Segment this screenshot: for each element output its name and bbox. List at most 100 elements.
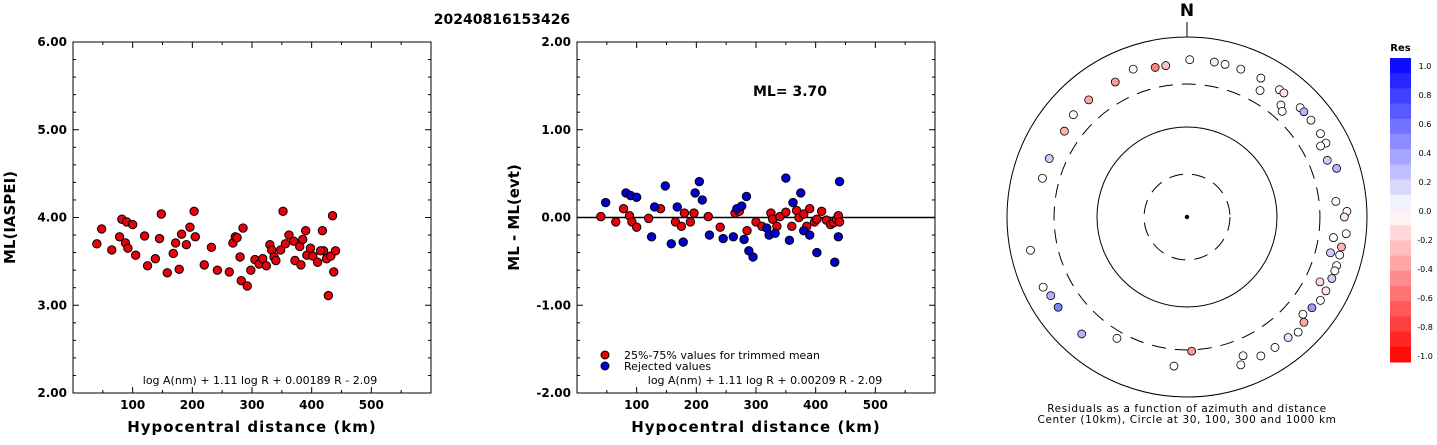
residual-point: [1238, 351, 1248, 361]
data-point: [812, 247, 822, 258]
y-tick-label: 2.00: [37, 386, 67, 400]
data-point: [799, 209, 809, 219]
data-point: [296, 260, 306, 270]
x-tick-label: 400: [803, 398, 828, 412]
data-point: [261, 261, 272, 271]
data-point: [315, 246, 326, 256]
residual-point: [1327, 274, 1337, 283]
residual-point: [1298, 309, 1308, 319]
data-point: [787, 221, 797, 231]
data-point: [127, 219, 138, 230]
colorbar-tick-label: -0.4: [1417, 265, 1433, 274]
data-point: [212, 265, 223, 275]
data-point: [715, 222, 725, 232]
residual-point: [1293, 327, 1303, 337]
data-point: [298, 234, 308, 245]
data-point: [830, 257, 840, 267]
data-point: [278, 206, 288, 217]
data-point: [190, 232, 201, 242]
data-point: [154, 233, 165, 244]
data-point: [643, 213, 654, 224]
data-point: [235, 252, 245, 262]
data-point: [596, 211, 606, 222]
data-point: [834, 176, 845, 187]
residual-point: [1220, 59, 1230, 69]
colorbar-tick-label: 0.0: [1419, 207, 1432, 216]
colorbar-tick-label: 0.8: [1419, 91, 1432, 100]
residual-point: [1053, 302, 1063, 312]
data-point: [788, 197, 798, 208]
colorbar-tick-label: -0.6: [1417, 294, 1433, 303]
x-tick-label: 300: [239, 398, 264, 412]
residual-point: [1335, 250, 1345, 260]
residual-point: [1038, 173, 1047, 183]
residual-point: [1299, 107, 1309, 117]
colorbar-band: [1390, 255, 1411, 272]
data-point: [189, 206, 199, 217]
data-point: [308, 251, 318, 261]
data-point: [736, 201, 747, 211]
data-point: [305, 243, 316, 253]
residual-point: [1185, 55, 1195, 65]
colorbar-band: [1390, 286, 1411, 302]
data-point: [139, 231, 150, 241]
ml-annotation: ML= 3.70: [753, 84, 827, 100]
colorbar-band: [1390, 270, 1411, 287]
data-point: [600, 197, 611, 208]
data-point: [162, 268, 172, 278]
residual-point: [1326, 248, 1335, 258]
data-point: [170, 238, 181, 248]
data-point: [156, 209, 167, 219]
residual-plot: 100 200 300 400 500 -2.00 -1.00 0.00 1.00 2.00 Hyp…: [505, 35, 936, 436]
data-point: [618, 204, 629, 214]
residual-point: [1209, 57, 1219, 67]
data-point: [96, 224, 107, 234]
data-point: [301, 225, 311, 236]
data-point: [739, 234, 749, 245]
data-point: [611, 217, 621, 227]
residual-point: [1236, 360, 1246, 370]
data-point: [224, 267, 235, 277]
data-point: [781, 173, 791, 183]
data-point: [704, 230, 715, 240]
residual-point: [1256, 351, 1266, 361]
data-point: [185, 222, 195, 232]
circle-100km: [1096, 126, 1278, 308]
data-point: [107, 245, 117, 255]
residual-point: [1316, 141, 1326, 151]
data-point: [232, 232, 242, 243]
y-tick-label: 3.00: [37, 298, 67, 312]
colorbar-band: [1390, 301, 1411, 317]
circle-30km: [1143, 173, 1231, 261]
data-point: [238, 223, 248, 233]
colorbar-band: [1390, 179, 1411, 196]
colorbar-band: [1390, 134, 1411, 150]
colorbar-band: [1390, 316, 1411, 333]
data-point: [150, 254, 161, 264]
data-point: [330, 246, 341, 256]
north-label: N: [1180, 1, 1194, 21]
caption-line: Center (10km), Circle at 30, 100, 300 an…: [1038, 414, 1337, 426]
data-point: [703, 211, 713, 222]
y-tick-label: 6.00: [37, 35, 67, 49]
data-point: [676, 221, 687, 231]
residual-point: [1283, 333, 1293, 342]
data-point: [690, 188, 700, 198]
data-point: [649, 202, 660, 212]
residual-point: [1112, 333, 1122, 343]
data-point: [812, 214, 822, 224]
y-tick-label: -1.00: [536, 298, 571, 312]
residual-point: [1337, 242, 1346, 252]
residual-point: [1331, 196, 1341, 206]
residual-point: [1038, 282, 1048, 292]
legend-marker: [600, 361, 610, 371]
y-tick-label: 5.00: [37, 123, 67, 137]
residual-point: [1306, 115, 1316, 125]
colorbar-band: [1390, 194, 1411, 211]
colorbar-tick-label: 1.0: [1419, 62, 1432, 71]
data-point: [834, 217, 845, 227]
colorbar-title: Res: [1390, 43, 1410, 54]
data-point: [685, 217, 696, 227]
caption-line: Residuals as a function of azimuth and d…: [1047, 403, 1327, 415]
